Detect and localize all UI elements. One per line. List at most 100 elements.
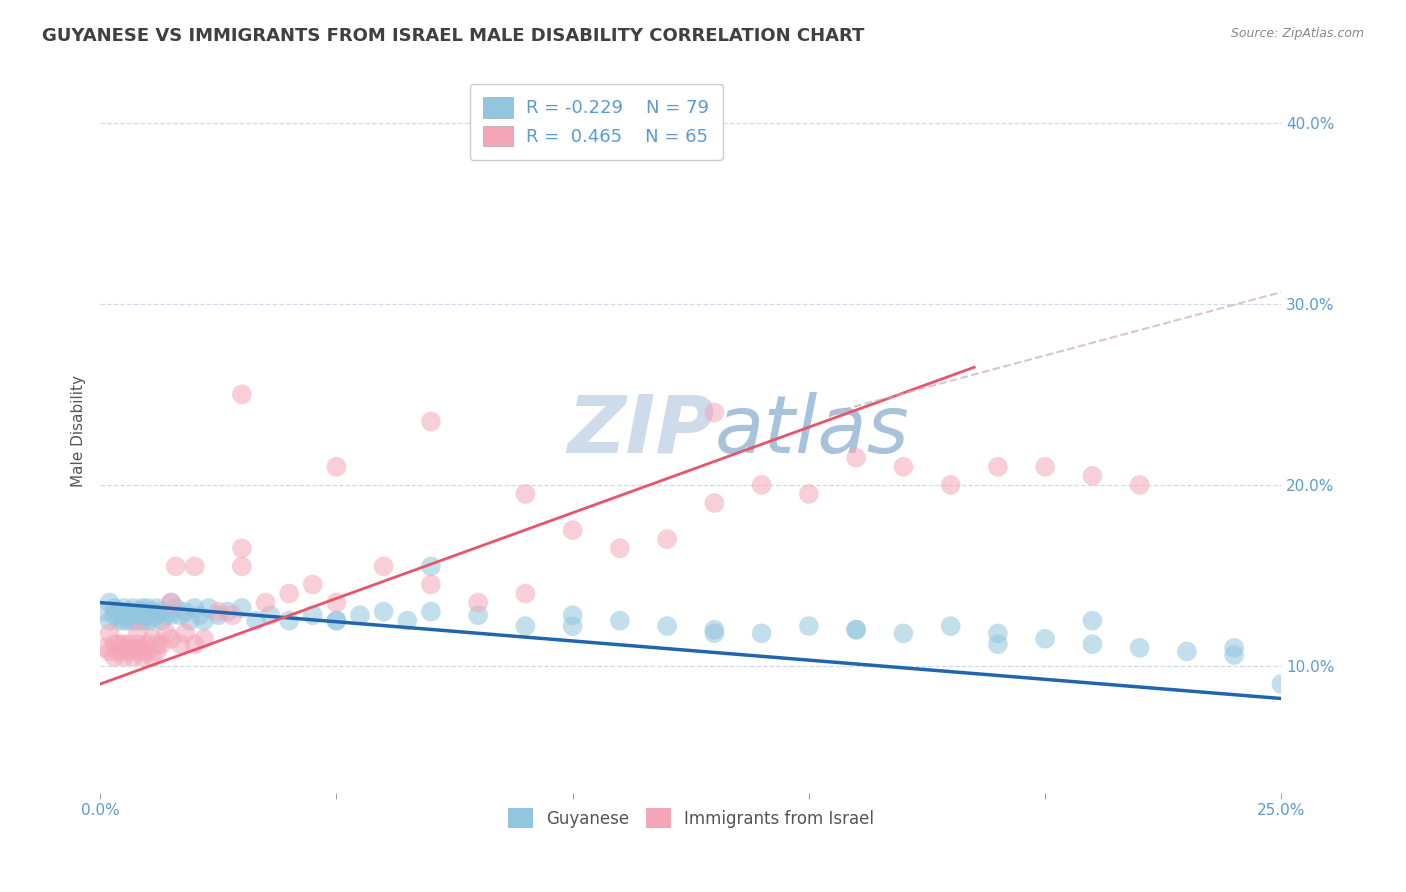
Point bbox=[655, 532, 678, 546]
Point bbox=[98, 614, 121, 628]
Point bbox=[127, 626, 149, 640]
Point bbox=[198, 601, 221, 615]
Point bbox=[150, 614, 173, 628]
Point bbox=[117, 637, 139, 651]
Point bbox=[160, 596, 183, 610]
Point bbox=[183, 637, 205, 651]
Point bbox=[259, 608, 281, 623]
Point bbox=[609, 541, 631, 556]
Point bbox=[165, 601, 187, 615]
Point bbox=[301, 577, 323, 591]
Point bbox=[112, 640, 135, 655]
Point bbox=[797, 619, 820, 633]
Point bbox=[117, 644, 139, 658]
Point bbox=[183, 559, 205, 574]
Point bbox=[136, 644, 159, 658]
Point bbox=[131, 601, 153, 615]
Point bbox=[1081, 614, 1104, 628]
Point bbox=[174, 626, 197, 640]
Point bbox=[703, 405, 725, 419]
Point bbox=[515, 586, 537, 600]
Point bbox=[396, 614, 419, 628]
Point bbox=[939, 478, 962, 492]
Point bbox=[1175, 644, 1198, 658]
Point bbox=[127, 614, 149, 628]
Point bbox=[1223, 640, 1246, 655]
Point bbox=[939, 619, 962, 633]
Point bbox=[609, 614, 631, 628]
Point bbox=[373, 605, 395, 619]
Point bbox=[146, 601, 169, 615]
Point bbox=[231, 387, 253, 401]
Point bbox=[845, 623, 868, 637]
Point bbox=[108, 644, 131, 658]
Point bbox=[94, 605, 117, 619]
Point bbox=[419, 605, 441, 619]
Point bbox=[112, 637, 135, 651]
Point bbox=[146, 644, 169, 658]
Point bbox=[141, 632, 163, 646]
Point bbox=[103, 637, 125, 651]
Point bbox=[160, 632, 183, 646]
Point bbox=[136, 614, 159, 628]
Point bbox=[419, 577, 441, 591]
Point bbox=[1270, 677, 1292, 691]
Point bbox=[193, 632, 215, 646]
Text: Source: ZipAtlas.com: Source: ZipAtlas.com bbox=[1230, 27, 1364, 40]
Point bbox=[155, 626, 177, 640]
Point bbox=[131, 605, 153, 619]
Point bbox=[373, 559, 395, 574]
Point bbox=[136, 601, 159, 615]
Point bbox=[131, 640, 153, 655]
Point bbox=[419, 415, 441, 429]
Point bbox=[221, 608, 243, 623]
Point bbox=[893, 459, 915, 474]
Point bbox=[349, 608, 371, 623]
Point bbox=[98, 644, 121, 658]
Point bbox=[797, 487, 820, 501]
Point bbox=[112, 601, 135, 615]
Point bbox=[254, 596, 277, 610]
Point bbox=[561, 523, 583, 537]
Point bbox=[127, 605, 149, 619]
Text: GUYANESE VS IMMIGRANTS FROM ISRAEL MALE DISABILITY CORRELATION CHART: GUYANESE VS IMMIGRANTS FROM ISRAEL MALE … bbox=[42, 27, 865, 45]
Point bbox=[1081, 468, 1104, 483]
Point bbox=[188, 608, 211, 623]
Point bbox=[703, 626, 725, 640]
Point bbox=[893, 626, 915, 640]
Point bbox=[515, 619, 537, 633]
Point bbox=[174, 605, 197, 619]
Point bbox=[193, 614, 215, 628]
Point bbox=[207, 608, 229, 623]
Point bbox=[845, 450, 868, 465]
Point bbox=[467, 596, 489, 610]
Point bbox=[751, 478, 773, 492]
Point bbox=[217, 605, 239, 619]
Point bbox=[325, 614, 347, 628]
Point bbox=[122, 608, 145, 623]
Point bbox=[467, 608, 489, 623]
Point bbox=[122, 649, 145, 664]
Point bbox=[112, 614, 135, 628]
Point bbox=[231, 541, 253, 556]
Point bbox=[103, 608, 125, 623]
Point bbox=[108, 637, 131, 651]
Point bbox=[131, 614, 153, 628]
Point bbox=[98, 626, 121, 640]
Point bbox=[1223, 648, 1246, 662]
Point bbox=[146, 608, 169, 623]
Point bbox=[127, 608, 149, 623]
Point bbox=[703, 623, 725, 637]
Point bbox=[1129, 478, 1152, 492]
Point bbox=[160, 596, 183, 610]
Point bbox=[112, 608, 135, 623]
Point bbox=[112, 649, 135, 664]
Point bbox=[94, 640, 117, 655]
Point bbox=[301, 608, 323, 623]
Point bbox=[987, 626, 1010, 640]
Point bbox=[122, 601, 145, 615]
Point bbox=[1033, 632, 1056, 646]
Point bbox=[231, 559, 253, 574]
Point bbox=[179, 614, 201, 628]
Point bbox=[122, 614, 145, 628]
